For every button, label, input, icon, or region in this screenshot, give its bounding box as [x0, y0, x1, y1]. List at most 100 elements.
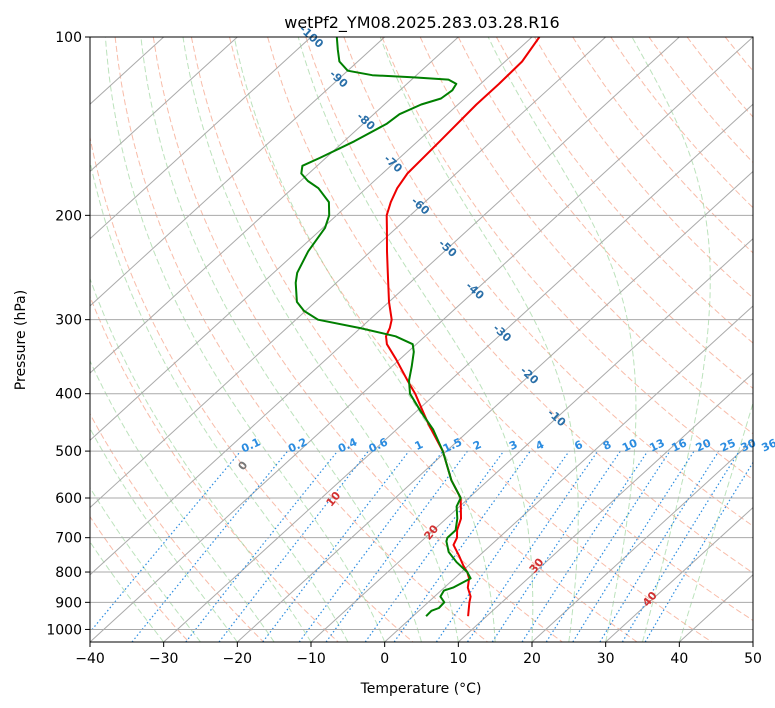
mixing-ratio-line: [298, 450, 444, 642]
y-axis: 100 200 300 400 500 600 700 800 900 1000: [46, 30, 90, 638]
dry-adiabat-line: [686, 37, 753, 118]
mixing-ratio-line: [90, 450, 242, 633]
mixing-ratio-label: 0.1: [239, 435, 262, 455]
dry-adiabat-label: 10: [324, 489, 344, 509]
dry-adiabat-label: 30: [527, 555, 547, 575]
y-tick-label: 400: [55, 387, 82, 403]
dry-adiabat-line: [190, 37, 638, 642]
x-axis-label: Temperature (°C): [360, 681, 482, 697]
dry-adiabat-line: [724, 37, 753, 72]
y-axis-label: Pressure (hPa): [13, 290, 29, 390]
x-tick-label: 0: [380, 651, 389, 667]
moist-adiabat-line: [233, 37, 496, 642]
isotherm-line: [384, 305, 753, 642]
moist-adiabat-line: [90, 277, 312, 642]
mixing-ratio-line: [644, 461, 753, 642]
dry-adiabat-line: [572, 37, 753, 254]
moist-adiabat-line: [487, 37, 637, 642]
mixing-ratio-line: [262, 450, 410, 642]
mixing-ratio-line: [521, 450, 649, 642]
x-tick-label: 50: [744, 651, 762, 667]
isotherm-line: [310, 237, 753, 642]
moist-adiabat-line: [297, 37, 534, 642]
dry-adiabat-line: [381, 37, 753, 481]
dry-adiabat-line: [610, 37, 753, 209]
dry-adiabat-line: [90, 412, 264, 642]
isotherm-line: [90, 37, 607, 509]
dry-adiabat-label: 0: [235, 458, 250, 472]
mixing-ratio-line: [491, 450, 621, 642]
dry-adiabat-line: [305, 37, 753, 574]
mixing-ratio-line: [218, 450, 369, 642]
mixing-ratio-label: 20: [694, 436, 714, 454]
mixing-ratio-label: 13: [647, 436, 666, 454]
background-lines: [90, 37, 775, 642]
dry-adiabat-line: [763, 37, 775, 642]
dry-adiabat-line: [152, 37, 563, 642]
y-tick-label: 600: [55, 491, 82, 507]
mixing-ratio-label: 10: [620, 436, 640, 454]
isotherm-line: [90, 37, 238, 173]
moist-adiabat-line: [90, 427, 238, 642]
dry-adiabat-line: [495, 37, 753, 344]
mixing-ratio-line: [393, 450, 531, 642]
pressure-gridlines: [90, 37, 753, 630]
dry-adiabat-line: [648, 37, 753, 164]
moist-adiabat-line: [104, 37, 386, 642]
moist-adiabat-line: [90, 486, 201, 642]
plot-frame: [89, 36, 754, 643]
dry-adiabat-line: [267, 37, 753, 622]
isotherm-line: [90, 37, 459, 374]
dry-adiabat-line: [90, 135, 414, 642]
mixing-ratio-label: 25: [718, 436, 737, 454]
isotherm-line: [90, 37, 533, 442]
x-tick-label: 10: [449, 651, 467, 667]
mixing-ratio-line: [325, 450, 468, 642]
mixing-ratio-label: 30: [739, 436, 759, 454]
mixing-ratio-label: 0.2: [286, 435, 309, 455]
x-tick-label: −20: [223, 651, 253, 667]
isotherm-line: [605, 506, 753, 642]
y-tick-label: 100: [55, 30, 82, 46]
dry-adiabat-line: [534, 37, 753, 299]
mixing-ratio-label: 0.4: [336, 435, 359, 455]
mixing-ratio-line: [364, 450, 505, 642]
mixing-ratio-label: 36: [760, 436, 775, 454]
mixing-ratio-line: [466, 450, 599, 642]
dry-adiabat-line: [457, 37, 753, 389]
x-tick-label: 30: [597, 651, 615, 667]
isotherm-line: [90, 37, 386, 307]
moist-adiabat-line: [182, 37, 459, 642]
isotherm-line: [531, 439, 753, 642]
y-tick-label: 500: [55, 444, 82, 460]
x-tick-label: −40: [75, 651, 105, 667]
isotherm-line: [90, 37, 680, 576]
x-tick-label: 40: [670, 651, 688, 667]
y-tick-label: 1000: [46, 622, 82, 638]
moist-adiabat-line: [90, 158, 349, 642]
isotherm-line: [163, 103, 753, 642]
y-tick-label: 300: [55, 313, 82, 329]
y-tick-label: 200: [55, 208, 82, 224]
isotherm-line: [90, 37, 312, 240]
mixing-ratio-line: [545, 450, 671, 642]
moist-adiabat-line: [140, 37, 422, 642]
x-tick-label: 20: [523, 651, 541, 667]
x-tick-label: −30: [149, 651, 179, 667]
isotherm-line: [236, 170, 753, 642]
moist-adiabat-line: [379, 37, 579, 642]
profile-series: [294, 37, 541, 617]
mixing-ratio-line: [599, 450, 720, 642]
isotherm-line: [457, 372, 753, 642]
x-tick-label: −10: [296, 651, 326, 667]
dry-adiabat-line: [419, 37, 753, 435]
mixing-ratio-line: [131, 450, 289, 642]
mixing-ratio-label: 16: [670, 436, 690, 454]
mixing-ratio-line: [572, 450, 695, 642]
moist-adiabat-line: [678, 401, 753, 642]
series-line-temperature: [385, 37, 541, 617]
dry-adiabat-line: [343, 37, 753, 527]
x-axis: −40 −30 −20 −10 0 10 20 30 40 50: [75, 642, 762, 667]
chart-title: wetPf2_YM08.2025.283.03.28.R16: [284, 13, 559, 33]
